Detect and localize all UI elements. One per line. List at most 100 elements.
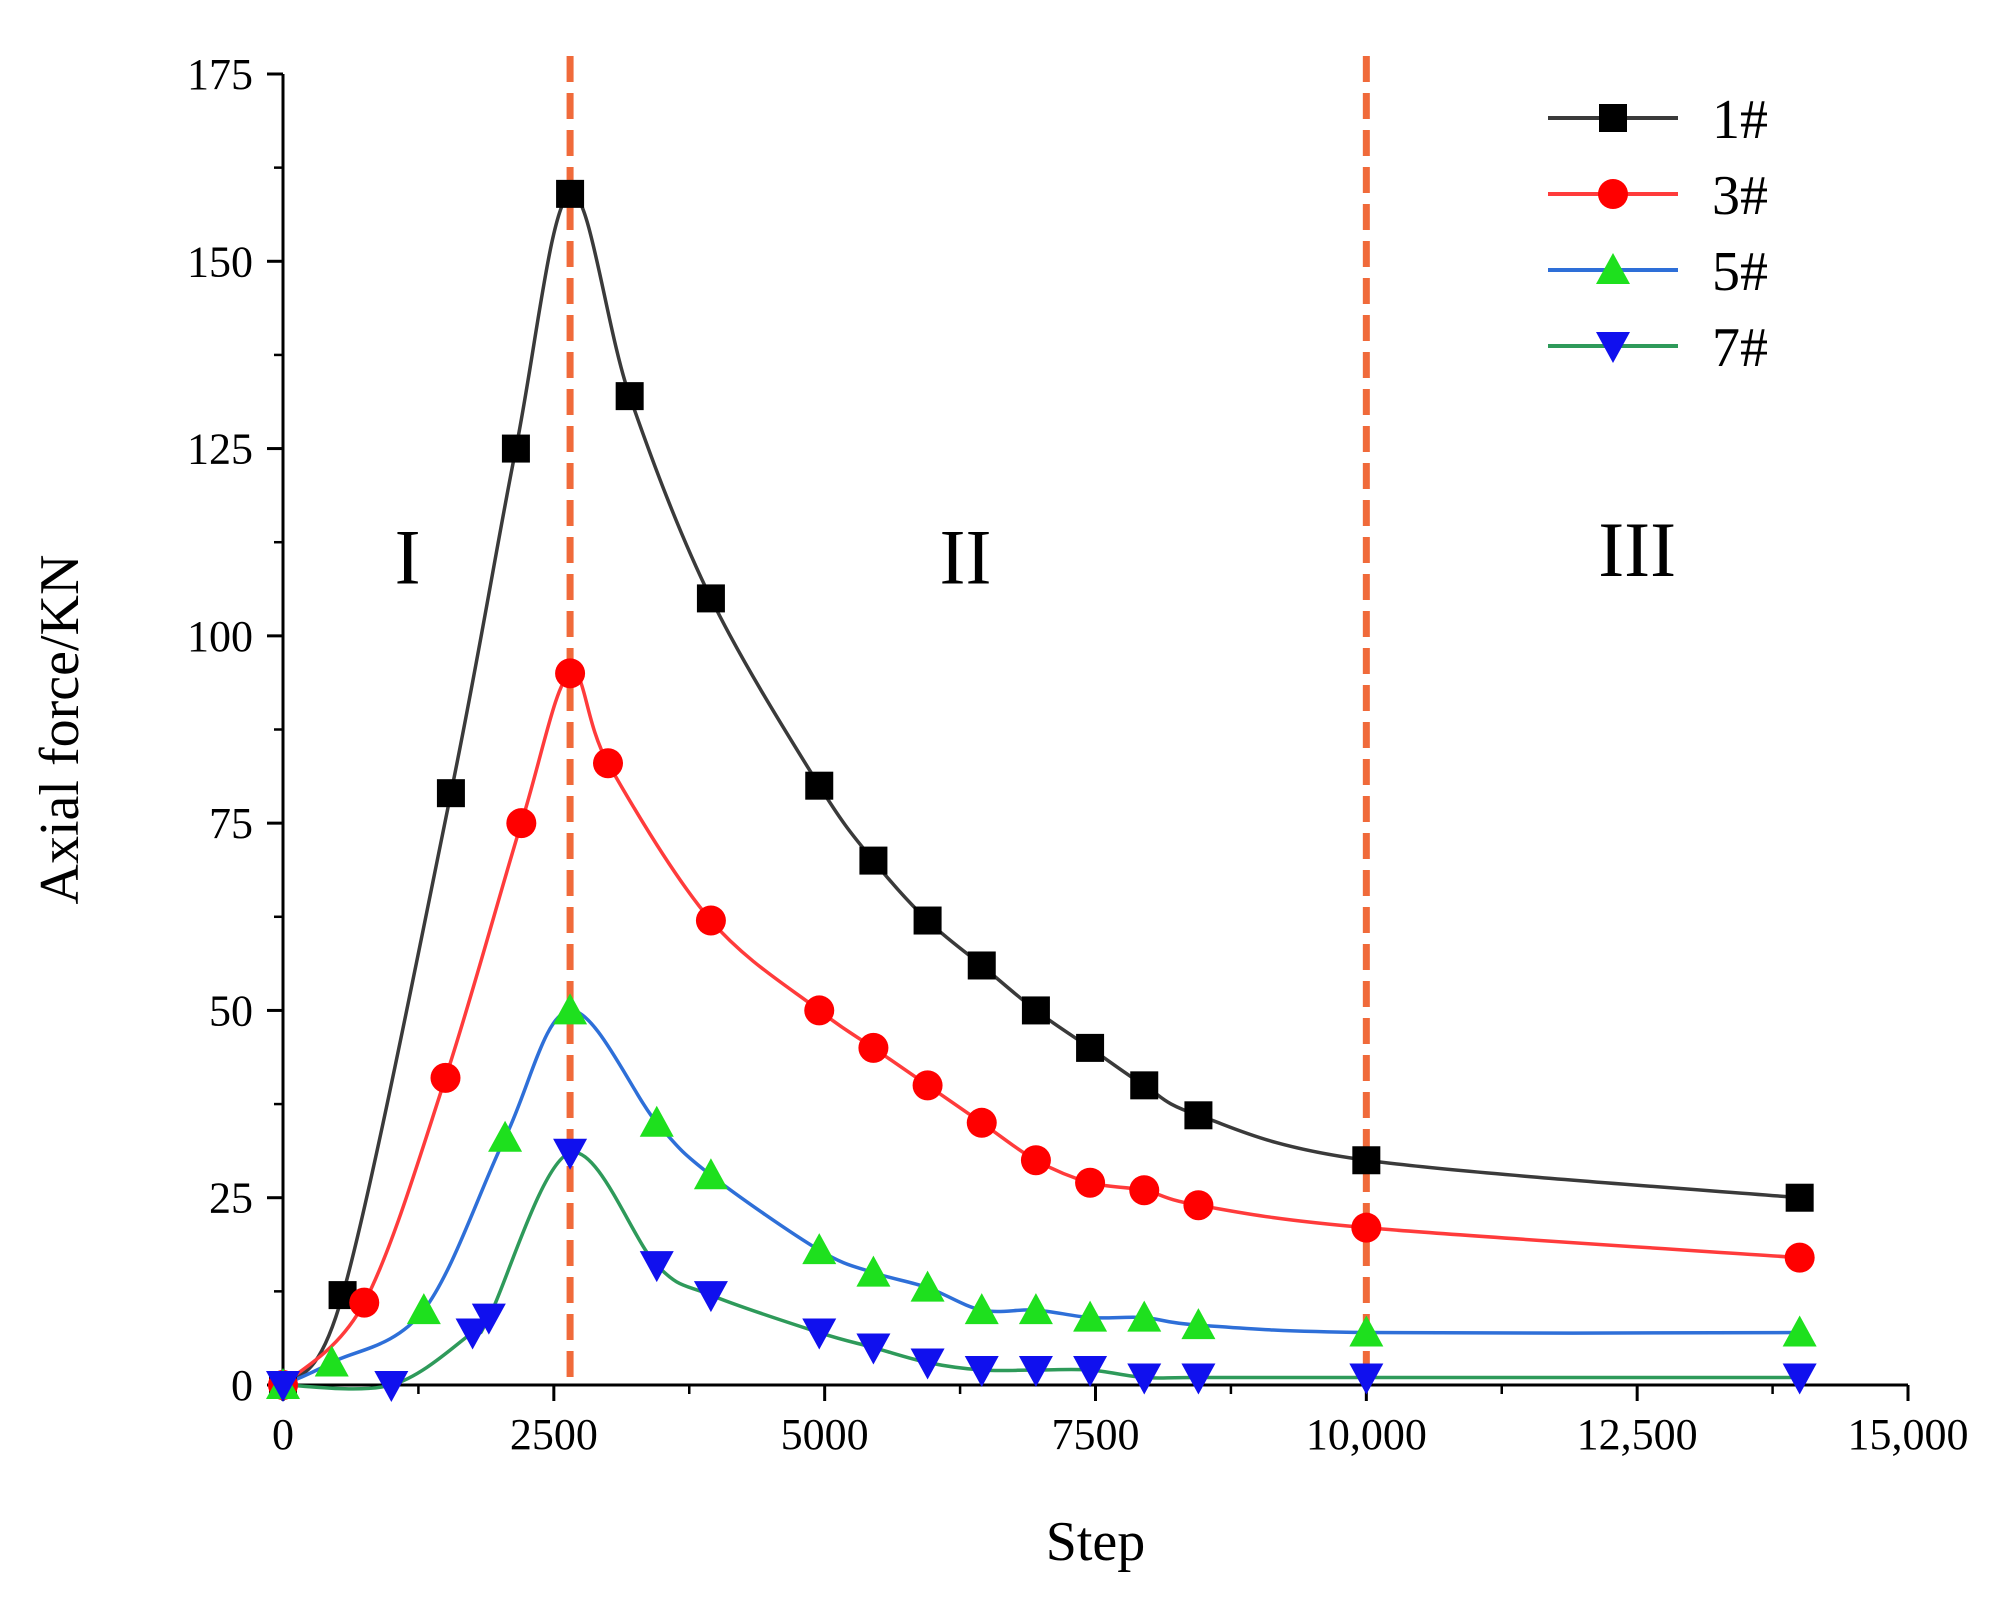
data-point-marker [1183,1190,1214,1221]
x-tick-label: 2500 [510,1410,598,1459]
data-point-marker [1351,1212,1382,1243]
data-point-marker [695,905,726,936]
legend-label: 3# [1712,165,1768,227]
data-point-marker [964,1356,999,1388]
data-point-marker [1352,1146,1381,1175]
series-line-1 [281,192,1800,1387]
data-point-marker [406,1293,441,1325]
series-line-3 [282,1008,1800,1387]
data-point-marker [1181,1363,1216,1395]
x-tick-label: 15,000 [1848,1410,1969,1459]
data-point-marker [856,1333,891,1365]
legend-label: 1# [1712,89,1768,151]
data-point-marker [1073,1300,1108,1332]
data-point-marker [1782,1315,1817,1347]
data-point-marker [967,951,996,980]
data-point-marker [1785,1183,1814,1212]
data-point-marker [856,1255,891,1287]
data-point-marker [1076,1033,1105,1062]
data-point-marker [913,906,942,935]
x-tick-label: 7500 [1052,1410,1140,1459]
data-point-marker [1181,1308,1216,1340]
y-axis-ticks: 0 25 50 75 100 125 150 175 [187,50,283,1410]
stage-region-labels: I II III [395,506,1677,600]
data-point-marker [802,1318,837,1350]
data-point-marker [266,1371,300,1402]
data-point-marker [555,658,586,689]
data-point-marker [1130,1071,1159,1100]
legend-marker [1599,104,1627,132]
series-lines [281,192,1800,1391]
x-axis-ticks: 0 2500 5000 7500 10,000 12,500 15,000 [272,1385,1969,1459]
data-point-marker [374,1371,409,1402]
data-point-marker [1349,1363,1384,1395]
data-point-marker [436,779,465,808]
data-point-marker [430,1062,461,1093]
data-point-marker [639,1105,674,1137]
stage-boundary-lines [566,56,1370,1385]
x-tick-label: 10,000 [1306,1410,1427,1459]
y-tick-label: 75 [209,799,253,848]
data-point-marker [964,1293,999,1325]
data-point-marker [966,1107,997,1138]
x-tick-label: 5000 [781,1410,869,1459]
data-point-marker [593,748,623,779]
data-point-marker [471,1303,506,1335]
data-point-marker [349,1287,380,1318]
legend-label: 5# [1712,241,1768,303]
data-point-marker [506,808,537,839]
y-tick-label: 0 [231,1361,253,1410]
data-point-marker [693,1281,728,1313]
data-point-marker [804,995,835,1026]
data-point-marker [501,434,530,463]
y-tick-label: 50 [209,986,253,1035]
series-line-2 [281,670,1800,1387]
data-point-marker [1073,1356,1108,1388]
data-point-marker [488,1120,523,1152]
data-point-marker [553,1138,588,1170]
region-label: I [395,513,421,600]
data-point-marker [1075,1167,1106,1198]
y-tick-label: 150 [187,237,253,286]
data-point-marker [858,1032,889,1063]
data-point-marker [696,584,725,613]
data-point-marker [910,1348,945,1380]
data-point-marker [910,1270,945,1302]
region-label: II [940,513,992,600]
data-point-marker [1127,1300,1162,1332]
x-tick-label: 12,500 [1577,1410,1698,1459]
data-point-marker [1129,1175,1160,1206]
x-axis-label: Step [1046,1511,1146,1573]
data-point-marker [1127,1363,1162,1395]
data-point-marker [805,771,834,800]
data-point-marker [639,1251,674,1283]
data-point-marker [802,1233,837,1265]
data-point-marker [693,1158,728,1190]
region-label: III [1598,506,1676,593]
data-point-marker [553,993,588,1025]
y-tick-label: 175 [187,50,253,99]
series-line-4 [282,1150,1800,1391]
series-markers [266,179,1817,1402]
y-axis-label: Axial force/KN [29,555,91,905]
chart-legend: 1# 3# 5# 7# [1548,89,1768,379]
data-point-marker [1782,1363,1817,1395]
data-point-marker [912,1070,943,1101]
data-point-marker [615,382,644,411]
data-point-marker [1349,1315,1384,1347]
data-point-marker [1021,996,1050,1025]
data-point-marker [455,1318,490,1350]
legend-label: 7# [1712,317,1768,379]
data-point-marker [859,846,888,875]
data-point-marker [1018,1293,1053,1325]
data-point-marker [1184,1101,1213,1130]
data-point-marker [1020,1145,1051,1176]
legend-marker [1596,332,1630,363]
data-point-marker [556,179,585,208]
data-point-marker [1018,1356,1053,1388]
y-tick-label: 100 [187,612,253,661]
x-tick-label: 0 [272,1410,294,1459]
y-tick-label: 25 [209,1174,253,1223]
data-point-marker [314,1345,349,1377]
